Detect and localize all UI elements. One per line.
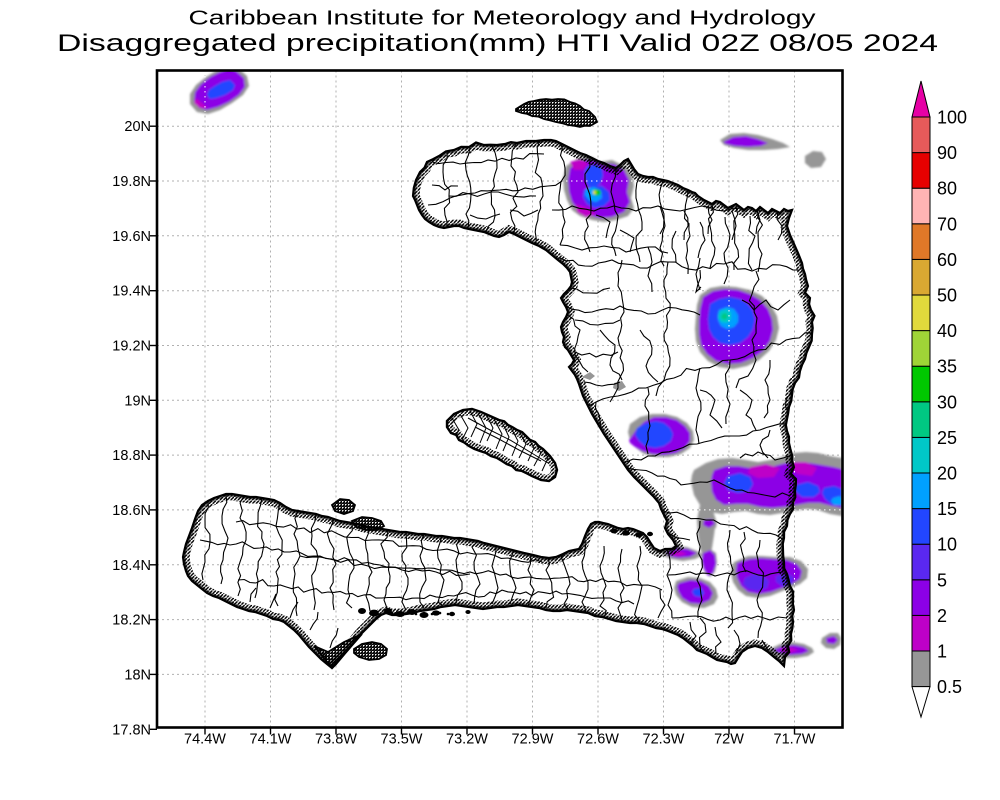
svg-text:19.6N: 19.6N [112, 229, 151, 245]
svg-text:40: 40 [937, 321, 957, 341]
svg-text:50: 50 [937, 286, 957, 306]
svg-text:Caribbean Institute for Meteor: Caribbean Institute for Meteorology and … [189, 8, 816, 30]
svg-text:18.6N: 18.6N [112, 503, 151, 519]
svg-text:73.8W: 73.8W [315, 732, 357, 748]
svg-text:Disaggregated precipitation(mm: Disaggregated precipitation(mm) HTI Vali… [57, 30, 938, 57]
svg-text:2: 2 [937, 606, 947, 626]
svg-text:74.1W: 74.1W [250, 732, 292, 748]
svg-text:5: 5 [937, 570, 947, 590]
svg-text:19.8N: 19.8N [112, 174, 151, 190]
svg-text:0.5: 0.5 [937, 677, 962, 697]
svg-text:73.5W: 73.5W [381, 732, 423, 748]
svg-text:60: 60 [937, 250, 957, 270]
svg-text:72.3W: 72.3W [643, 732, 685, 748]
svg-text:20: 20 [937, 464, 957, 484]
svg-text:18N: 18N [124, 667, 151, 683]
svg-text:20N: 20N [124, 119, 151, 135]
svg-text:30: 30 [937, 392, 957, 412]
svg-text:18.8N: 18.8N [112, 448, 151, 464]
svg-text:74.4W: 74.4W [184, 732, 226, 748]
svg-text:35: 35 [937, 357, 957, 377]
svg-text:72.9W: 72.9W [512, 732, 554, 748]
svg-text:15: 15 [937, 499, 957, 519]
svg-text:70: 70 [937, 214, 957, 234]
svg-text:1: 1 [937, 642, 947, 662]
svg-text:72W: 72W [714, 732, 744, 748]
svg-text:19.2N: 19.2N [112, 339, 151, 355]
svg-text:72.6W: 72.6W [577, 732, 619, 748]
svg-text:18.2N: 18.2N [112, 613, 151, 629]
svg-text:19N: 19N [124, 393, 151, 409]
svg-text:73.2W: 73.2W [446, 732, 488, 748]
svg-text:18.4N: 18.4N [112, 558, 151, 574]
svg-text:90: 90 [937, 143, 957, 163]
svg-text:19.4N: 19.4N [112, 284, 151, 300]
svg-text:80: 80 [937, 179, 957, 199]
svg-text:25: 25 [937, 428, 957, 448]
svg-text:100: 100 [937, 108, 967, 128]
svg-text:10: 10 [937, 535, 957, 555]
svg-text:17.8N: 17.8N [112, 722, 151, 738]
svg-text:71.7W: 71.7W [774, 732, 816, 748]
